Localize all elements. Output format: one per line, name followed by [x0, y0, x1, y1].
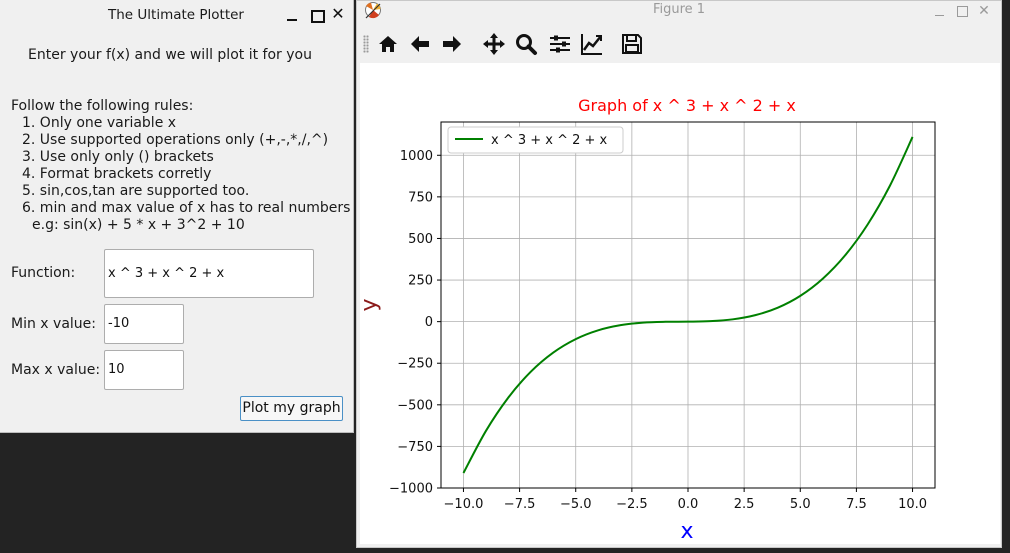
- y-tick-label: −250: [397, 357, 433, 372]
- x-tick-label: −5.0: [560, 497, 592, 512]
- maximize-icon[interactable]: [308, 6, 325, 23]
- rule-item: 2. Use supported operations only (+,-,*,…: [22, 132, 329, 148]
- x-tick-label: 5.0: [790, 497, 811, 512]
- intro-text: Enter your f(x) and we will plot it for …: [28, 47, 312, 63]
- rules-heading: Follow the following rules:: [11, 98, 194, 114]
- legend: x ^ 3 + x ^ 2 + x: [447, 126, 624, 154]
- plot-toolbar: [357, 27, 1001, 61]
- rule-item: 1. Only one variable x: [22, 115, 177, 131]
- y-tick-label: 1000: [400, 149, 433, 164]
- close-icon[interactable]: ✕: [978, 3, 990, 19]
- rule-item: 3. Use only only () brackets: [22, 149, 214, 165]
- home-icon[interactable]: [375, 31, 401, 57]
- y-tick-label: −1000: [389, 482, 433, 497]
- y-tick-label: 750: [408, 190, 433, 205]
- legend-label: x ^ 3 + x ^ 2 + x: [491, 133, 608, 148]
- max-x-label: Max x value:: [11, 362, 101, 378]
- min-x-label: Min x value:: [11, 316, 96, 332]
- edit-axes-icon[interactable]: [579, 31, 605, 57]
- y-tick-label: 250: [408, 274, 433, 289]
- x-tick-label: 2.5: [734, 497, 755, 512]
- figure-titlebar[interactable]: Figure 1 ✕: [357, 1, 1001, 23]
- max-x-input[interactable]: 10: [104, 350, 184, 390]
- back-arrow-icon[interactable]: [407, 31, 433, 57]
- plotter-titlebar[interactable]: The Ultimate Plotter ✕: [0, 0, 354, 30]
- figure-window-title: Figure 1: [652, 2, 706, 17]
- rules-block: Follow the following rules: 1. Only one …: [11, 98, 350, 234]
- zoom-icon[interactable]: [513, 31, 539, 57]
- chart[interactable]: Graph of x ^ 3 + x ^ 2 + x −10.0 −7.5 −5.0…: [357, 63, 1000, 544]
- figure-window: Figure 1 ✕ Graph of: [356, 0, 1002, 548]
- x-tick-label: −2.5: [616, 497, 648, 512]
- subplots-icon[interactable]: [547, 31, 573, 57]
- save-icon[interactable]: [619, 31, 645, 57]
- grid-lines: [441, 122, 935, 489]
- minimize-icon[interactable]: [284, 6, 300, 22]
- plotter-window: The Ultimate Plotter ✕ Enter your f(x) a…: [0, 0, 354, 433]
- rule-item: 6. min and max value of x has to real nu…: [22, 200, 351, 216]
- figure-canvas[interactable]: Graph of x ^ 3 + x ^ 2 + x −10.0 −7.5 −5.0…: [357, 63, 1000, 544]
- plot-my-graph-button[interactable]: Plot my graph: [240, 396, 343, 421]
- y-tick-label: 500: [408, 232, 433, 247]
- y-tick-label: 0: [425, 315, 433, 330]
- rule-item: 4. Format brackets corretly: [22, 166, 212, 182]
- toolbar-grip-icon[interactable]: [363, 35, 369, 53]
- function-label: Function:: [11, 265, 76, 281]
- y-tick-label: −500: [397, 398, 433, 413]
- pan-icon[interactable]: [481, 31, 507, 57]
- x-tick-label: 0.0: [678, 497, 699, 512]
- x-tick-label: 7.5: [846, 497, 867, 512]
- minimize-icon[interactable]: [933, 4, 947, 18]
- x-axis-label: x: [680, 519, 693, 544]
- x-tick-label: −7.5: [504, 497, 536, 512]
- close-icon[interactable]: ✕: [331, 4, 345, 23]
- app-logo-icon: [365, 2, 381, 19]
- example-text: e.g: sin(x) + 5 * x + 3^2 + 10: [32, 217, 245, 233]
- rule-item: 5. sin,cos,tan are supported too.: [22, 183, 250, 199]
- series-layer: [462, 136, 914, 474]
- y-tick-label: −750: [397, 440, 433, 455]
- axis-ticks: −10.0 −7.5 −5.0 −2.5 0.0 2.5 5.0 7.5 10.0 −1000 −7…: [389, 149, 927, 512]
- function-input[interactable]: x ^ 3 + x ^ 2 + x: [104, 249, 314, 298]
- min-x-input[interactable]: -10: [104, 304, 184, 344]
- legend-box: [447, 126, 624, 154]
- x-tick-label: 10.0: [898, 497, 927, 512]
- plotter-window-title: The Ultimate Plotter: [108, 7, 244, 23]
- series-line: [462, 136, 914, 474]
- forward-arrow-icon[interactable]: [439, 31, 465, 57]
- y-axis-label: y: [360, 298, 382, 311]
- chart-title: Graph of x ^ 3 + x ^ 2 + x: [578, 96, 796, 115]
- x-tick-label: −10.0: [444, 497, 484, 512]
- maximize-icon[interactable]: [955, 4, 969, 18]
